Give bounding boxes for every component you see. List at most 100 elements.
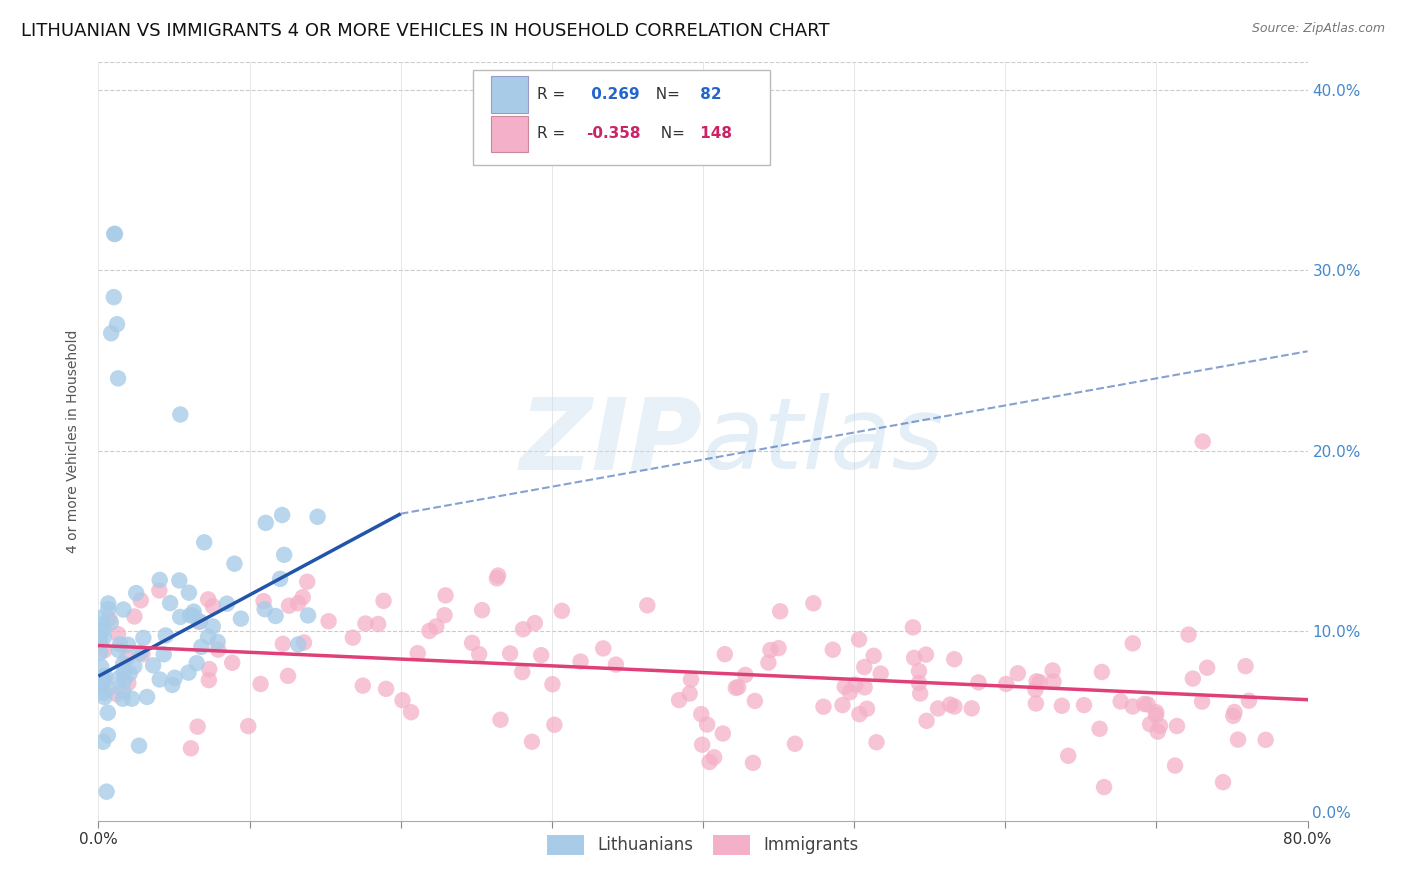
Point: [112, 602, 135, 616]
Point: [229, 612, 252, 626]
Point: [1191, 695, 1213, 709]
Point: [1007, 666, 1029, 681]
Point: [352, 679, 374, 693]
Point: [124, 609, 146, 624]
Point: [1181, 672, 1204, 686]
Point: [1050, 698, 1073, 713]
Point: [155, 628, 177, 642]
Point: [373, 594, 395, 608]
Point: [91, 617, 114, 632]
Y-axis label: 4 or more Vehicles in Household: 4 or more Vehicles in Household: [66, 330, 80, 553]
Point: [111, 691, 134, 706]
FancyBboxPatch shape: [492, 77, 527, 113]
Point: [1088, 722, 1111, 736]
Point: [758, 656, 780, 670]
Point: [471, 603, 494, 617]
Point: [177, 665, 200, 680]
Point: [724, 681, 747, 695]
Point: [207, 635, 229, 649]
Point: [699, 755, 721, 769]
Point: [183, 608, 205, 623]
Point: [759, 643, 782, 657]
Text: LITHUANIAN VS IMMIGRANTS 4 OR MORE VEHICLES IN HOUSEHOLD CORRELATION CHART: LITHUANIAN VS IMMIGRANTS 4 OR MORE VEHIC…: [21, 22, 830, 40]
Point: [967, 675, 990, 690]
Point: [93, 690, 115, 704]
Point: [915, 714, 938, 728]
Point: [1164, 758, 1187, 772]
Point: [783, 737, 806, 751]
Point: [636, 599, 658, 613]
Point: [221, 656, 243, 670]
Point: [711, 726, 734, 740]
Point: [1092, 780, 1115, 794]
Point: [287, 596, 309, 610]
Point: [224, 557, 246, 571]
Point: [1237, 694, 1260, 708]
Point: [569, 655, 592, 669]
Point: [93, 643, 115, 657]
Point: [188, 615, 211, 629]
Point: [186, 656, 208, 670]
Point: [264, 609, 287, 624]
Point: [1073, 698, 1095, 712]
Point: [112, 673, 135, 688]
Point: [169, 574, 191, 588]
Point: [769, 604, 792, 618]
Point: [915, 648, 938, 662]
Point: [903, 650, 925, 665]
Point: [995, 677, 1018, 691]
Point: [129, 593, 152, 607]
Point: [187, 720, 209, 734]
Point: [131, 648, 153, 662]
Point: [433, 608, 456, 623]
Point: [117, 638, 139, 652]
Point: [908, 676, 931, 690]
Point: [960, 701, 983, 715]
Point: [1222, 709, 1244, 723]
Point: [592, 641, 614, 656]
Point: [91, 670, 114, 684]
Text: R =: R =: [537, 127, 571, 142]
Point: [943, 652, 966, 666]
Point: [94, 669, 117, 683]
Point: [696, 717, 718, 731]
Point: [197, 630, 219, 644]
Point: [100, 326, 122, 341]
Point: [249, 677, 271, 691]
Point: [152, 648, 174, 662]
Point: [115, 651, 138, 665]
Point: [93, 686, 115, 700]
Point: [252, 594, 274, 608]
FancyBboxPatch shape: [474, 70, 769, 165]
Point: [128, 739, 150, 753]
Point: [939, 698, 962, 712]
Point: [834, 680, 856, 694]
Point: [714, 647, 737, 661]
Point: [908, 664, 931, 678]
Point: [107, 643, 129, 657]
Point: [104, 227, 127, 241]
Point: [1223, 705, 1246, 719]
Point: [291, 591, 314, 605]
Point: [1109, 694, 1132, 708]
Text: Source: ZipAtlas.com: Source: ZipAtlas.com: [1251, 22, 1385, 36]
Point: [865, 735, 887, 749]
Point: [844, 677, 866, 691]
Point: [162, 678, 184, 692]
Point: [89, 635, 111, 649]
Point: [1122, 699, 1144, 714]
Point: [1091, 665, 1114, 679]
Point: [1254, 732, 1277, 747]
Point: [734, 668, 756, 682]
Point: [418, 624, 440, 638]
Point: [499, 647, 522, 661]
Point: [1191, 434, 1213, 449]
Point: [391, 693, 413, 707]
Point: [271, 508, 294, 522]
Point: [103, 227, 125, 241]
Point: [690, 707, 713, 722]
Point: [523, 616, 546, 631]
Point: [927, 701, 949, 715]
Point: [163, 671, 186, 685]
Point: [97, 596, 120, 610]
